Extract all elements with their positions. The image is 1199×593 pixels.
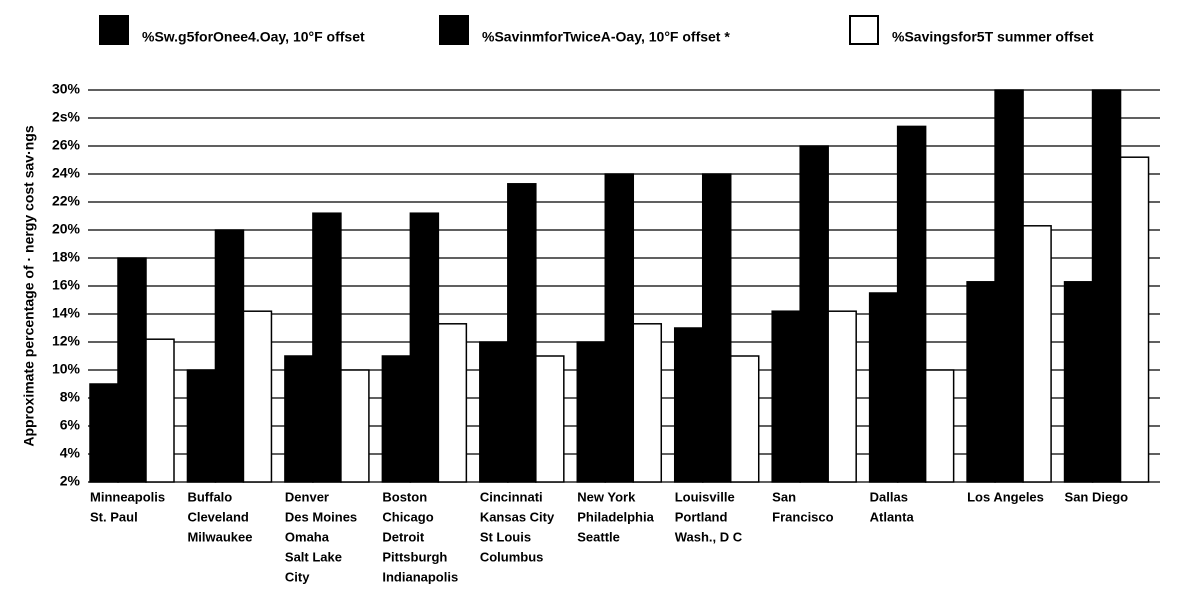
x-tick-label: Pittsburgh [382,549,447,564]
x-tick-label: Indianapolis [382,569,458,584]
y-axis-label: Approximate percentage of · nergy cost s… [21,125,37,447]
y-tick-label: 4% [60,445,81,461]
x-tick-label: Cleveland [187,509,248,524]
y-tick-label: 10% [52,361,81,377]
bar [145,338,175,483]
legend-swatch [849,15,879,45]
x-tick-label: Omaha [285,529,330,544]
bar [312,212,342,483]
bar [381,355,412,483]
x-tick-label: Francisco [772,509,833,524]
y-tick-label: 30% [52,81,81,97]
bar [799,145,829,483]
y-tick-label: 18% [52,249,81,265]
x-tick-label: Kansas City [480,509,555,524]
bar [535,355,565,483]
x-tick-label: New York [577,489,636,504]
bar [966,281,996,483]
bar [576,341,607,483]
x-tick-label: San [772,489,796,504]
x-tick-label: Philadelphia [577,509,654,524]
bar [437,323,468,483]
legend-label: %SavinmforTwiceA-Oay, 10°F offset * [482,29,730,45]
x-tick-label: Chicago [382,509,433,524]
bar [827,310,857,483]
legend-swatch [99,15,129,45]
bar [896,125,927,483]
bar [479,341,509,483]
legend-swatch [439,15,469,45]
y-tick-label: 2% [60,473,81,489]
x-tick-label: St. Paul [90,509,138,524]
bar [771,310,801,483]
x-tick-label: Wash., D C [675,529,743,544]
bar [1022,225,1052,483]
x-tick-label: Detroit [382,529,425,544]
x-tick-label: Portland [675,509,728,524]
y-tick-label: 2s% [52,109,81,125]
y-tick-label: 12% [52,333,81,349]
x-tick-label: Columbus [480,549,544,564]
bar [632,323,663,483]
bar [729,355,760,483]
x-tick-label: Cincinnati [480,489,543,504]
bar [242,310,273,483]
y-tick-label: 8% [60,389,81,405]
bar [507,183,537,483]
x-tick-label: Atlanta [870,509,915,524]
y-tick-label: 24% [52,165,81,181]
bar [1091,89,1122,483]
x-tick-label: Dallas [870,489,908,504]
bar [186,369,217,483]
x-tick-label: Salt Lake [285,549,342,564]
y-tick-label: 22% [52,193,81,209]
x-tick-label: Buffalo [187,489,232,504]
x-tick-label: City [285,569,310,584]
x-tick-label: Denver [285,489,329,504]
x-tick-label: Los Angeles [967,489,1044,504]
bar [924,369,955,483]
bar [409,212,440,483]
bar [673,327,704,483]
y-tick-label: 16% [52,277,81,293]
x-tick-label: Boston [382,489,427,504]
bar [340,369,370,483]
x-tick-label: Minneapolis [90,489,165,504]
bar [284,355,314,483]
bar [1119,156,1150,483]
bar [1063,281,1094,483]
bar [214,229,245,483]
bar [89,383,119,483]
bar [994,89,1024,483]
y-tick-label: 6% [60,417,81,433]
y-tick-label: 20% [52,221,81,237]
x-tick-label: Des Moines [285,509,357,524]
x-tick-label: St Louis [480,529,531,544]
bar [868,292,899,483]
y-tick-label: 14% [52,305,81,321]
x-tick-label: Louisville [675,489,735,504]
bar [701,173,732,483]
legend-label: %Sw.g5forOnee4.Oay, 10°F offset [142,29,365,45]
x-tick-label: Seattle [577,529,620,544]
bar [604,173,635,483]
y-tick-label: 26% [52,137,81,153]
legend-label: %Savingsfor5T summer offset [892,29,1094,45]
x-tick-label: Milwaukee [187,529,252,544]
bar [117,257,147,483]
x-tick-label: San Diego [1065,489,1129,504]
